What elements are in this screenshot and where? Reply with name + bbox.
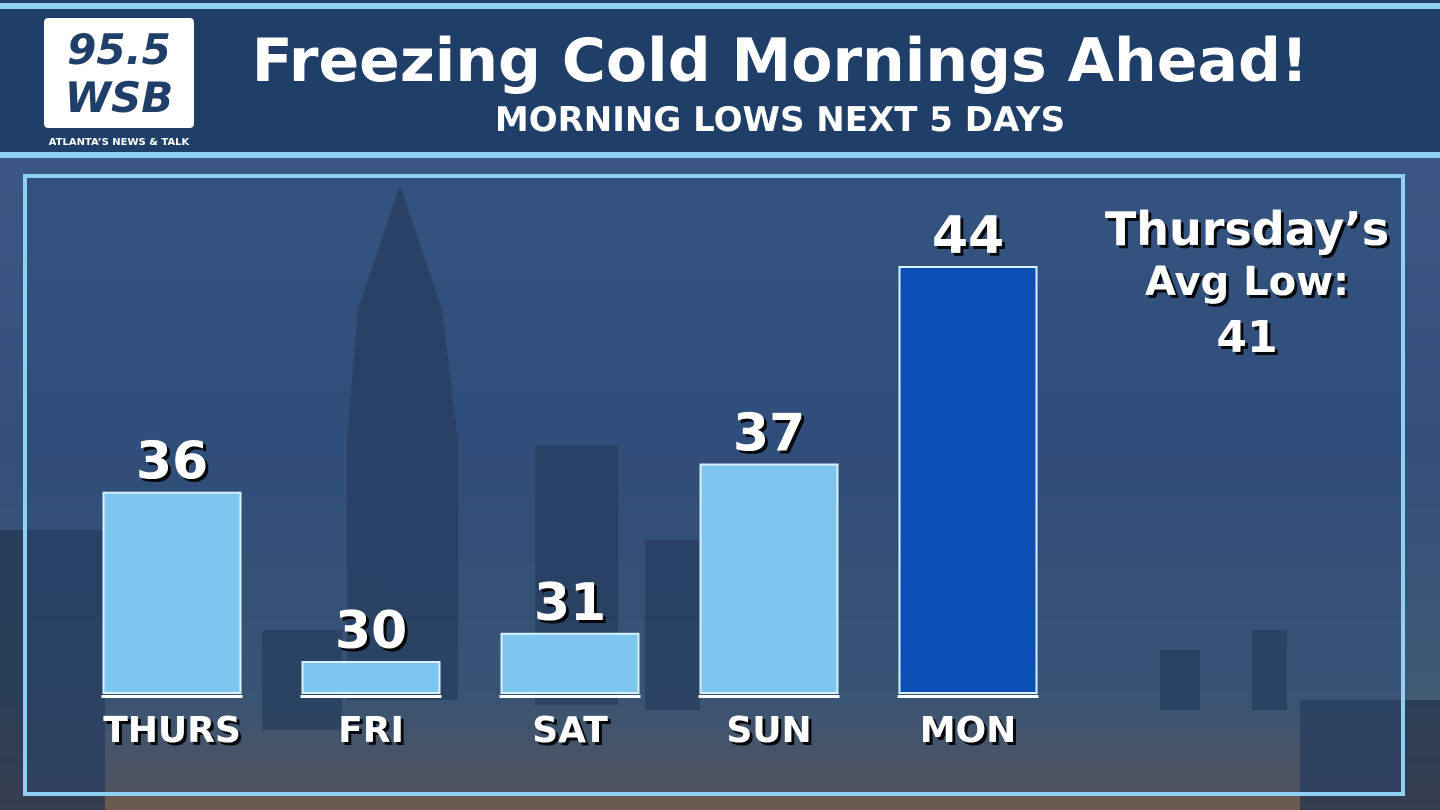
annotation: Avg Low: (1145, 259, 1349, 305)
header-border (0, 152, 1440, 158)
x-tick-label: THURS (103, 710, 241, 751)
header-border (0, 3, 1440, 9)
chart-title: Freezing Cold Mornings Ahead! (252, 26, 1309, 96)
plot: 36 THURS 30 FRI 31 SAT 37 SUN 44 MON Thursday’sAvg… (101, 202, 1389, 751)
bar-base (698, 695, 840, 698)
annotation-value: 41 (1216, 312, 1277, 363)
header-band (0, 0, 1440, 158)
x-tick-label: MON (920, 710, 1017, 751)
x-tick-label: FRI (338, 710, 404, 751)
logo-tagline: ATLANTA’S NEWS & TALK (49, 137, 191, 148)
chart-subtitle: MORNING LOWS NEXT 5 DAYS (495, 100, 1065, 140)
annotation: Thursday’s (1105, 202, 1389, 256)
bar (102, 491, 242, 695)
value-label: 44 (932, 206, 1004, 266)
value-label: 31 (534, 573, 606, 633)
value-label: 30 (335, 601, 407, 661)
logo-call-sign: WSB (65, 73, 174, 122)
value-label: 37 (733, 404, 805, 464)
bar (699, 463, 839, 694)
x-tick-label: SAT (532, 710, 608, 751)
bar-base (897, 695, 1039, 698)
skyline (0, 185, 1440, 810)
logo-frequency: 95.5 (67, 25, 171, 74)
value-label: 36 (136, 432, 208, 492)
bar-base (499, 695, 641, 698)
x-tick-label: SUN (726, 710, 811, 751)
bar (500, 632, 640, 694)
logo-box (44, 18, 194, 128)
bar-base (300, 695, 442, 698)
bar-base (101, 695, 243, 698)
bar (301, 661, 441, 694)
bar (898, 266, 1038, 694)
